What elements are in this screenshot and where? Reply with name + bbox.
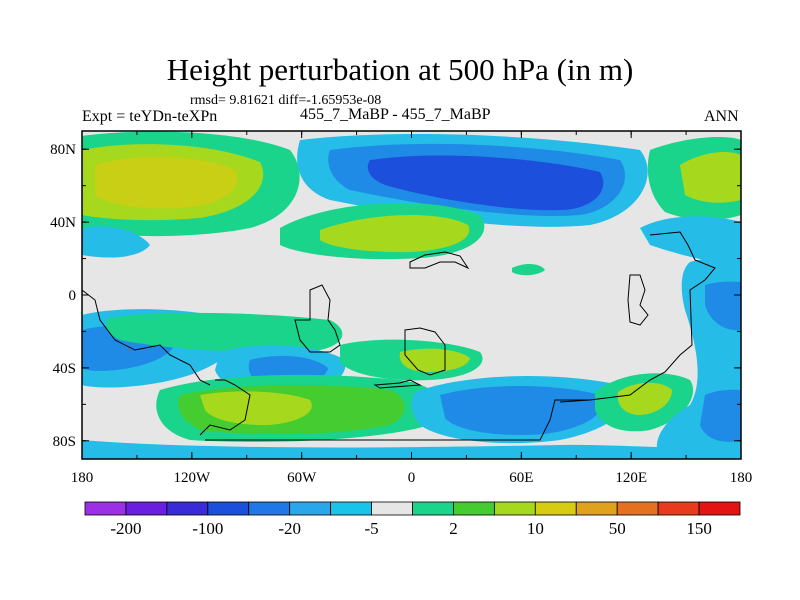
lon-tick-label: 180 [730, 470, 753, 486]
south-west-yellow [200, 391, 312, 426]
north-west-blue-strip [82, 226, 150, 258]
lat-tick-label: 80N [50, 142, 76, 158]
minor-ticks [81, 131, 742, 459]
south-tropical-green [105, 312, 343, 352]
longitude-axis: 180 120W 60W 0 60E 120E 180 [71, 131, 753, 486]
colorbar-swatch [330, 501, 372, 516]
north-west-peak [95, 156, 238, 209]
colorbar-label: -5 [364, 519, 378, 538]
season-label: ANN [704, 108, 739, 125]
contour-field [82, 131, 741, 459]
colorbar-label: -100 [192, 519, 223, 538]
colorbar-swatch [207, 501, 250, 516]
colorbar-swatch [453, 501, 495, 516]
south-east-yellow [617, 382, 672, 415]
colorbar-swatch [248, 501, 291, 516]
lat-tick-label: 40N [50, 215, 76, 231]
south-indian-low-mid [440, 385, 603, 436]
antarctic-blue [82, 440, 741, 459]
north-central-low-core [367, 155, 604, 211]
colorbar-label: -200 [110, 519, 141, 538]
north-east-blue-tongue [640, 216, 741, 263]
coast-antarctica [199, 379, 590, 441]
rmsd-diff-stats: rmsd= 9.81621 diff=-1.65953e-08 [190, 93, 382, 108]
colorbar-label: 10 [527, 519, 544, 538]
lat-tick-label: 0 [69, 288, 77, 304]
colorbar: -200 -100 -20 -5 2 10 50 150 [84, 501, 741, 538]
colorbar-swatch [493, 501, 536, 516]
colorbar-swatch [84, 501, 127, 516]
experiment-label: Expt = teYDn-teXPn [82, 108, 218, 125]
lat-tick-label: 40S [53, 361, 76, 377]
lon-tick-label: 120W [173, 470, 211, 486]
central-tropic-yellow [399, 348, 470, 372]
colorbar-swatch [534, 501, 577, 516]
colorbar-label: 2 [449, 519, 458, 538]
colorbar-label: 150 [686, 519, 712, 538]
colorbar-label: 50 [609, 519, 626, 538]
small-green-patch [512, 264, 545, 276]
coast-west-edge [82, 289, 211, 386]
coast-north-africa [373, 379, 422, 389]
colorbar-swatch [125, 501, 168, 516]
colorbar-label: -20 [278, 519, 301, 538]
colorbar-swatch [289, 501, 332, 516]
north-east-ridge-core [680, 152, 741, 203]
colorbar-swatch [371, 501, 413, 516]
lon-tick-label: 60W [287, 470, 317, 486]
lon-tick-label: 0 [408, 470, 416, 486]
colorbar-swatch [166, 501, 209, 516]
lon-tick-label: 180 [71, 470, 94, 486]
case-label: 455_7_MaBP - 455_7_MaBP [300, 106, 491, 123]
colorbar-swatch [575, 501, 618, 516]
coast-africa [404, 327, 446, 376]
coast-europe-asia [409, 251, 470, 270]
plot-title: Height perturbation at 500 hPa (in m) [166, 52, 634, 87]
lon-tick-label: 120E [615, 470, 647, 486]
coast-south-america [294, 284, 341, 353]
north-mid-band-core [320, 214, 470, 253]
coast-australia [627, 274, 649, 326]
colorbar-swatch [616, 501, 659, 516]
colorbar-swatch [698, 501, 741, 516]
coast-east-asia [559, 231, 716, 403]
coastlines [82, 231, 716, 441]
colorbar-swatch [412, 501, 454, 516]
colorbar-swatch [657, 501, 700, 516]
lon-tick-label: 60E [509, 470, 533, 486]
lat-tick-label: 80S [53, 434, 76, 450]
south-east-blue-mid [700, 389, 741, 442]
south-east-blue-top [705, 281, 741, 331]
